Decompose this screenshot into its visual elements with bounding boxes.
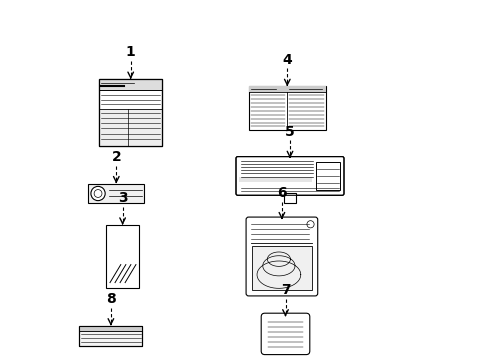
Bar xyxy=(284,193,296,203)
Text: 8: 8 xyxy=(106,292,116,306)
Bar xyxy=(316,162,340,190)
FancyBboxPatch shape xyxy=(261,313,310,355)
FancyBboxPatch shape xyxy=(246,217,318,296)
Text: 2: 2 xyxy=(111,150,121,164)
Bar xyxy=(79,326,143,331)
Text: 6: 6 xyxy=(277,186,287,200)
Bar xyxy=(99,79,162,146)
Bar xyxy=(99,79,162,90)
Circle shape xyxy=(91,186,105,201)
Bar xyxy=(239,176,312,182)
Circle shape xyxy=(307,221,314,228)
Circle shape xyxy=(94,190,102,197)
FancyBboxPatch shape xyxy=(236,157,344,195)
Text: 1: 1 xyxy=(126,45,136,59)
Text: 7: 7 xyxy=(281,283,290,297)
Bar xyxy=(79,326,143,346)
Bar xyxy=(252,246,312,290)
Text: 4: 4 xyxy=(282,53,292,67)
Bar xyxy=(99,108,162,146)
Bar xyxy=(248,86,326,130)
Text: 5: 5 xyxy=(285,125,295,139)
Bar xyxy=(99,79,162,146)
Bar xyxy=(88,184,144,203)
Text: 3: 3 xyxy=(118,191,127,205)
Bar xyxy=(248,86,326,91)
Bar xyxy=(106,225,139,288)
Bar xyxy=(79,326,143,346)
